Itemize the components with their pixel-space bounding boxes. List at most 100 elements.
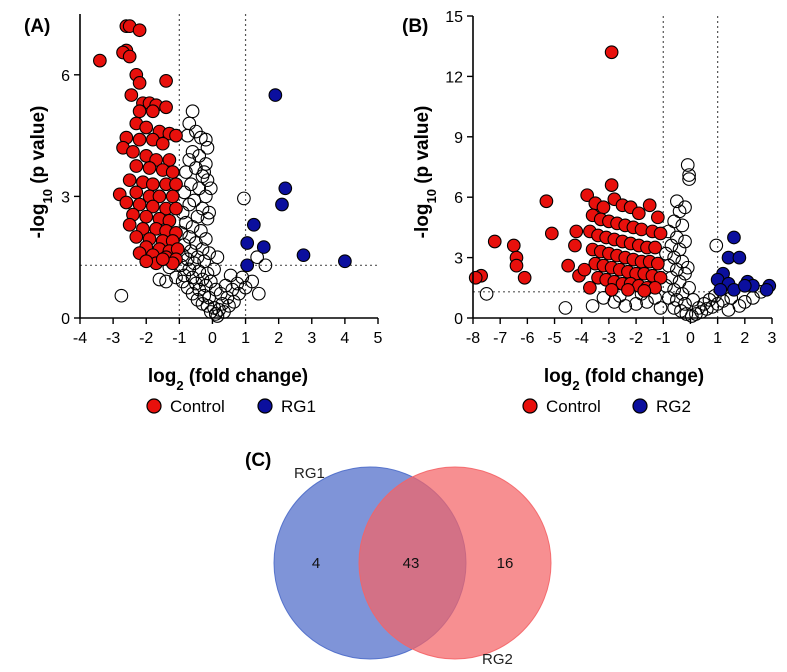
point-control-b-39 (648, 240, 662, 255)
legend-marker-rg2 (632, 398, 648, 414)
venn-set-label-rg2: RG2 (482, 651, 513, 668)
point-control-a-27 (126, 144, 140, 159)
point-not-significant-a-11 (179, 165, 193, 179)
point-control-a-34 (165, 165, 180, 179)
point-not-significant-a-3 (180, 128, 195, 143)
x-tick-label-a-4: 4 (340, 330, 349, 347)
panel-b-points (468, 45, 777, 323)
point-control-a-51 (139, 209, 154, 224)
point-not-significant-a-1 (182, 116, 197, 131)
x-tick-label-b-3: 3 (768, 330, 777, 347)
point-rg1-a-3 (246, 217, 261, 232)
point-rg2-b-10 (713, 282, 728, 297)
panel-a-x-axis-sub: 2 (176, 378, 183, 393)
point-rg1-a-6 (296, 248, 311, 263)
point-not-significant-a-69 (213, 286, 228, 301)
point-not-significant-b-53 (596, 291, 611, 305)
panel-b-y-axis-label: -log10 (p value) (412, 106, 439, 239)
point-control-a-32 (142, 161, 157, 175)
point-control-b-11 (568, 238, 582, 253)
point-control-a-40 (129, 185, 144, 200)
point-control-b-67 (604, 282, 619, 297)
y-tick-label-b-0: 0 (454, 311, 463, 328)
panel-c-label: (C) (245, 450, 271, 471)
point-control-a-23 (132, 132, 147, 147)
point-control-a-25 (155, 136, 170, 151)
point-not-significant-b-46 (721, 303, 736, 317)
panel-b-x-axis-sub: 2 (572, 378, 579, 393)
point-not-significant-b-10 (678, 234, 692, 249)
point-not-significant-a-9 (198, 157, 213, 171)
y-tick-label-a-0: 0 (61, 311, 70, 328)
point-not-significant-a-60 (208, 307, 223, 321)
point-not-significant-b-2 (682, 172, 696, 186)
point-not-significant-a-93 (210, 250, 225, 265)
point-not-significant-a-76 (251, 286, 266, 301)
point-control-a-3 (132, 23, 147, 38)
point-control-a-6 (122, 49, 137, 64)
point-not-significant-b-18 (678, 266, 692, 281)
point-not-significant-a-83 (114, 288, 129, 303)
point-control-b-19 (631, 206, 646, 221)
venn-count-intersection: 43 (403, 555, 420, 572)
point-control-a-42 (152, 189, 167, 204)
point-rg1-a-2 (275, 197, 289, 212)
panel-a-points (93, 19, 352, 323)
panel-a-ticks: -4 -3 -2 -1 0 1 2 3 4 5 0 3 6 (61, 68, 382, 347)
point-not-significant-a-91 (208, 282, 223, 297)
point-control-a-0 (93, 53, 107, 68)
point-not-significant-a-0 (185, 104, 200, 119)
x-tick-label-b--5: -5 (547, 330, 561, 347)
point-control-a-74 (155, 252, 170, 267)
point-rg2-b-0 (727, 230, 741, 245)
point-not-significant-b-6 (667, 214, 681, 229)
point-not-significant-a-68 (223, 268, 238, 283)
point-control-a-21 (169, 128, 183, 143)
point-rg1-a-5 (256, 240, 271, 254)
x-tick-label-a--1: -1 (172, 330, 186, 347)
x-tick-label-b-0: 0 (686, 330, 695, 347)
point-control-b-68 (621, 282, 635, 297)
venn-set-label-rg1: RG1 (294, 465, 325, 482)
point-not-significant-a-10 (189, 161, 203, 175)
point-not-significant-a-78 (258, 258, 273, 273)
x-tick-label-a--4: -4 (73, 330, 87, 347)
point-rg1-a-4 (240, 236, 255, 250)
point-control-b-10 (569, 224, 584, 239)
point-not-significant-a-88 (203, 181, 218, 196)
point-not-significant-b-56 (479, 286, 494, 301)
panel-a-y-axis-label: -log10 (p value) (28, 106, 55, 239)
y-tick-label-b-15: 15 (445, 9, 463, 26)
panel-a-volcano-plot: (A) -4 -3 -2 -1 0 1 2 3 4 5 0 3 6 log2 (fold change)… (24, 14, 383, 416)
y-tick-label-b-9: 9 (454, 130, 463, 147)
x-tick-label-b--6: -6 (520, 330, 534, 347)
panel-b-label: (B) (402, 16, 428, 37)
panel-a-y-axis-sub: 10 (40, 189, 55, 203)
venn-count-rg1-only: 4 (312, 555, 320, 572)
point-not-significant-a-94 (197, 165, 212, 179)
point-not-significant-b-61 (686, 293, 701, 307)
point-control-b-9 (544, 226, 559, 241)
point-control-a-59 (129, 230, 144, 244)
point-not-significant-a-92 (203, 274, 218, 289)
point-not-significant-b-55 (558, 301, 573, 315)
venn-circle-rg2 (358, 466, 552, 660)
x-tick-label-a--3: -3 (106, 330, 120, 347)
point-not-significant-a-80 (237, 191, 251, 206)
point-control-b-66 (583, 280, 597, 295)
point-control-a-46 (132, 197, 147, 212)
legend-label-rg1: RG1 (281, 397, 316, 416)
point-not-significant-a-25 (185, 219, 200, 234)
x-tick-label-b--8: -8 (466, 330, 480, 347)
venn-count-rg2-only: 16 (497, 555, 514, 572)
point-rg1-a-8 (240, 258, 255, 273)
point-control-a-35 (122, 173, 137, 188)
x-tick-label-b--7: -7 (493, 330, 507, 347)
point-not-significant-a-77 (245, 274, 260, 289)
legend-label-rg2: RG2 (656, 397, 691, 416)
point-control-b-5 (509, 258, 524, 273)
y-tick-label-b-12: 12 (445, 69, 463, 86)
y-tick-label-b-6: 6 (454, 190, 463, 207)
